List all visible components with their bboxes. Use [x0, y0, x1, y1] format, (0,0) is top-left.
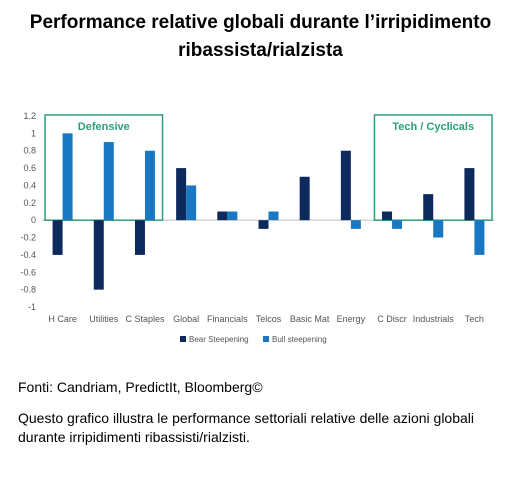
x-tick-label: Industrials: [413, 314, 455, 324]
y-tick-label: 1: [31, 128, 36, 138]
source-note: Fonti: Candriam, PredictIt, Bloomberg©: [18, 379, 263, 395]
legend-swatch: [180, 336, 186, 342]
y-tick-label: -0.4: [20, 250, 36, 260]
x-tick-label: Global: [173, 314, 199, 324]
bar-chart: 1.2 1 0.8 0.6 0.4 0.2 0 -0.2 -0.4 -0.6 -0.8 -1 Defen…: [20, 111, 495, 344]
x-tick-label: H Care: [48, 314, 77, 324]
bar: [350, 220, 361, 229]
bar: [464, 168, 475, 221]
y-tick-label: -1: [28, 302, 36, 312]
y-tick-label: 0.4: [23, 180, 36, 190]
bar: [186, 185, 197, 221]
y-tick-label: -0.2: [20, 233, 36, 243]
legend-swatch: [263, 336, 269, 342]
y-tick-label: 0: [31, 215, 36, 225]
bar: [382, 211, 393, 221]
bar: [392, 220, 403, 229]
chart-description: Questo grafico illustra le performance s…: [18, 410, 475, 445]
x-tick-label: Energy: [337, 314, 366, 324]
annotation-label: Defensive: [78, 121, 130, 133]
bar: [258, 220, 269, 229]
bar: [299, 176, 310, 221]
bar: [93, 220, 104, 290]
bar: [423, 194, 434, 221]
x-tick-label: Basic Mat: [290, 314, 330, 324]
bar: [134, 220, 145, 255]
y-tick-label: 0.8: [23, 146, 36, 156]
x-tick-label: Utilities: [89, 314, 119, 324]
x-tick-label: C Staples: [125, 314, 165, 324]
y-tick-label: 1.2: [23, 111, 36, 121]
bar: [52, 220, 63, 255]
chart-title-line-1: Performance relative globali durante l’i…: [29, 12, 492, 33]
bar: [62, 133, 73, 221]
legend-label: Bear Steepening: [189, 335, 249, 344]
y-tick-label: -0.6: [20, 267, 36, 277]
bar: [176, 168, 187, 221]
chart-title-line-2: ribassista/rialzista: [178, 40, 343, 61]
bar: [103, 142, 114, 221]
bar: [474, 220, 485, 255]
x-tick-label: Financials: [207, 314, 248, 324]
bar: [268, 211, 279, 221]
bar: [217, 211, 228, 221]
x-tick-label: Tech: [465, 314, 484, 324]
y-tick-label: 0.2: [23, 198, 36, 208]
x-tick-label: C Discr: [377, 314, 407, 324]
y-tick-label: 0.6: [23, 163, 36, 173]
x-tick-label: Telcos: [256, 314, 282, 324]
y-tick-label: -0.8: [20, 285, 36, 295]
legend-label: Bull steepening: [272, 335, 327, 344]
bar: [227, 211, 238, 221]
bar: [433, 220, 444, 238]
bar: [340, 150, 351, 221]
bar: [144, 150, 155, 221]
annotation-label: Tech / Cyclicals: [392, 121, 474, 133]
